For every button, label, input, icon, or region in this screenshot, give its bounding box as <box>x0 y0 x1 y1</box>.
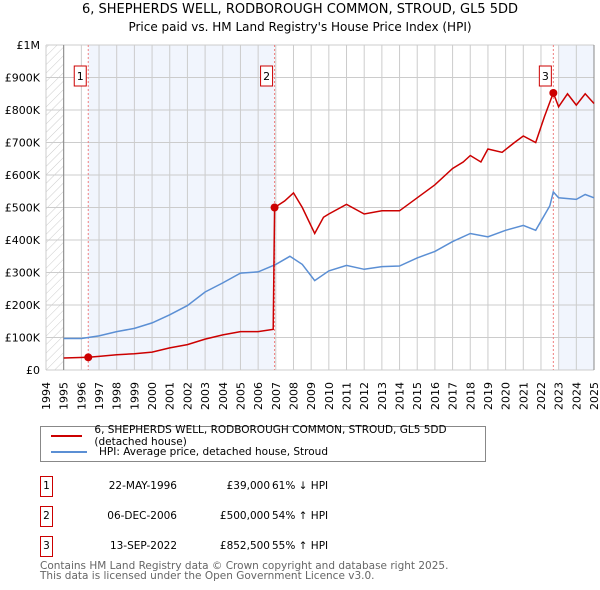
footer: Contains HM Land Registry data © Crown c… <box>40 560 449 582</box>
y-tick-label: £0 <box>26 364 40 377</box>
legend-item-property: 6, SHEPHERDS WELL, RODBOROUGH COMMON, ST… <box>51 424 485 448</box>
y-tick-label: £900K <box>5 72 41 85</box>
sale-label: 3 <box>542 70 549 83</box>
y-tick-label: £1M <box>17 39 41 52</box>
transaction-price: £500,000 <box>219 510 270 522</box>
x-tick-label: 2008 <box>287 382 300 410</box>
x-tick-label: 2012 <box>358 382 371 410</box>
sale-point <box>549 88 558 97</box>
chart-title: 6, SHEPHERDS WELL, RODBOROUGH COMMON, ST… <box>81 2 519 17</box>
x-tick-label: 2016 <box>429 382 442 410</box>
x-tick-label: 2020 <box>500 382 513 410</box>
x-tick-label: 2022 <box>535 382 548 410</box>
series-line <box>63 190 595 340</box>
x-tick-label: 2010 <box>323 382 336 410</box>
sale-point <box>84 353 93 362</box>
sale-label-box <box>538 65 552 87</box>
x-tick-label: 2023 <box>553 382 566 410</box>
x-tick-label: 2002 <box>181 382 194 410</box>
legend-label: 6, SHEPHERDS WELL, RODBOROUGH COMMON, ST… <box>94 424 447 448</box>
sale-label-box <box>73 65 87 87</box>
footer-copyright: Contains HM Land Registry data © Crown c… <box>40 560 449 572</box>
transaction-marker: 2 <box>40 506 53 527</box>
x-tick-label: 1999 <box>128 382 141 410</box>
x-tick-label: 1994 <box>40 382 53 410</box>
x-tick-label: 2006 <box>252 382 265 410</box>
sale-point <box>270 203 279 212</box>
x-tick-label: 2025 <box>588 382 600 410</box>
y-tick-label: £800K <box>5 104 41 117</box>
footer-licence: This data is licensed under the Open Gov… <box>40 570 375 582</box>
y-tick-label: £500K <box>5 202 41 215</box>
x-tick-label: 1998 <box>111 382 124 410</box>
x-tick-label: 1996 <box>75 382 88 410</box>
x-tick-label: 2017 <box>447 382 460 410</box>
legend-swatch <box>51 451 87 453</box>
x-tick-label: 2005 <box>234 382 247 410</box>
x-tick-label: 2004 <box>217 382 230 410</box>
y-tick-label: £300K <box>5 267 41 280</box>
x-tick-label: 2019 <box>482 382 495 410</box>
legend-swatch <box>51 435 83 437</box>
transaction-marker: 3 <box>40 536 53 557</box>
y-tick-label: £100K <box>5 332 41 345</box>
y-tick-label: £200K <box>5 299 41 312</box>
transaction-date: 13-SEP-2022 <box>109 540 177 552</box>
legend: 6, SHEPHERDS WELL, RODBOROUGH COMMON, ST… <box>40 424 486 462</box>
transaction-price: £852,500 <box>219 540 270 552</box>
sale-label: 1 <box>77 70 84 83</box>
x-tick-label: 2015 <box>411 382 424 410</box>
transaction-row: 1 22-MAY-1996 £39,000 61% ↓ HPI <box>40 476 540 497</box>
x-tick-label: 2014 <box>394 382 407 410</box>
x-tick-label: 2024 <box>570 382 583 410</box>
transaction-marker: 1 <box>40 476 53 497</box>
sale-label-box <box>260 65 274 87</box>
x-tick-label: 2007 <box>270 382 283 410</box>
x-tick-label: 2001 <box>164 382 177 410</box>
legend-item-hpi: HPI: Average price, detached house, Stro… <box>51 444 328 460</box>
x-tick-label: 2000 <box>146 382 159 410</box>
transaction-price: £39,000 <box>226 480 270 492</box>
x-tick-label: 2018 <box>464 382 477 410</box>
x-tick-label: 1997 <box>93 382 106 410</box>
y-tick-label: £700K <box>5 137 41 150</box>
x-tick-label: 2009 <box>305 382 318 410</box>
transaction-date: 06-DEC-2006 <box>107 510 177 522</box>
series-line <box>63 90 595 359</box>
y-tick-label: £400K <box>5 234 41 247</box>
x-tick-label: 2013 <box>376 382 389 410</box>
y-tick-label: £600K <box>5 169 41 182</box>
transaction-hpi: 54% ↑ HPI <box>272 510 329 522</box>
transaction-date: 22-MAY-1996 <box>108 480 177 492</box>
chart-subtitle: Price paid vs. HM Land Registry's House … <box>128 20 472 34</box>
x-tick-label: 1995 <box>58 382 71 410</box>
x-tick-label: 2021 <box>517 382 530 410</box>
transaction-hpi: 55% ↑ HPI <box>272 540 329 552</box>
sale-label: 2 <box>263 70 270 83</box>
transaction-row: 3 13-SEP-2022 £852,500 55% ↑ HPI <box>40 536 540 557</box>
transaction-hpi: 61% ↓ HPI <box>272 480 329 492</box>
price-chart: 1994 1995 1996 1997 1998 1999 2000 2001 2002 2003… <box>5 39 600 410</box>
x-tick-label: 2011 <box>341 382 354 410</box>
legend-label: HPI: Average price, detached house, Stro… <box>99 446 328 458</box>
transaction-row: 2 06-DEC-2006 £500,000 54% ↑ HPI <box>40 506 540 527</box>
x-tick-label: 2003 <box>199 382 212 410</box>
